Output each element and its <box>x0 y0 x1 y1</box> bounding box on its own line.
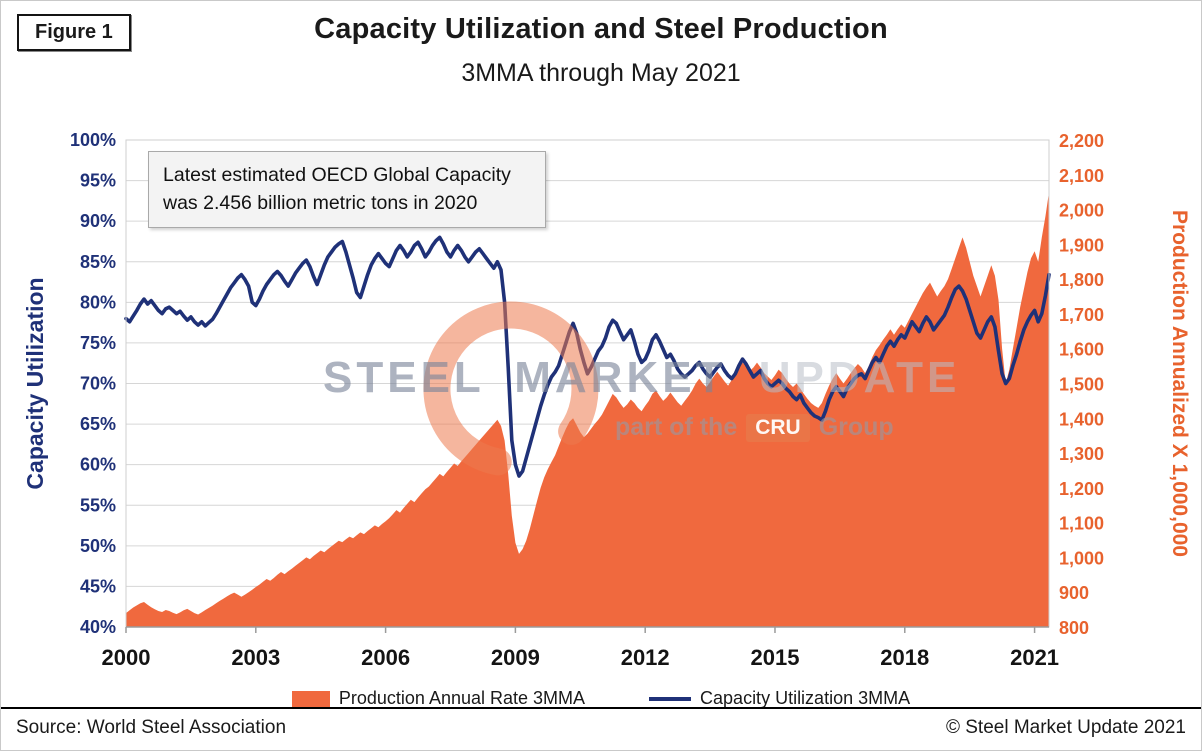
svg-text:2015: 2015 <box>751 645 800 670</box>
chart-legend: Production Annual Rate 3MMA Capacity Uti… <box>1 688 1201 709</box>
svg-text:1,600: 1,600 <box>1059 340 1104 360</box>
svg-text:2006: 2006 <box>361 645 410 670</box>
svg-text:1,500: 1,500 <box>1059 375 1104 395</box>
annotation-text: Latest estimated OECD Global Capacity wa… <box>163 164 511 215</box>
svg-text:90%: 90% <box>80 211 116 231</box>
svg-text:Production Annualized X 1,000,: Production Annualized X 1,000,000 <box>1168 210 1191 557</box>
svg-text:2,100: 2,100 <box>1059 166 1104 186</box>
svg-text:1,800: 1,800 <box>1059 270 1104 290</box>
svg-text:55%: 55% <box>80 495 116 515</box>
svg-text:2009: 2009 <box>491 645 540 670</box>
svg-text:50%: 50% <box>80 536 116 556</box>
annotation-box: Latest estimated OECD Global Capacity wa… <box>148 151 546 228</box>
utilization-line-swatch <box>649 696 692 701</box>
chart-title: Capacity Utilization and Steel Productio… <box>314 13 888 45</box>
svg-text:60%: 60% <box>80 455 116 475</box>
svg-text:2,200: 2,200 <box>1059 131 1104 151</box>
svg-text:40%: 40% <box>80 617 116 637</box>
svg-text:Capacity Utilization: Capacity Utilization <box>22 277 48 489</box>
legend-item-production: Production Annual Rate 3MMA <box>291 688 586 709</box>
svg-text:1,200: 1,200 <box>1059 479 1104 499</box>
svg-text:1,100: 1,100 <box>1059 514 1104 534</box>
footer: Source: World Steel Association © Steel … <box>1 707 1201 750</box>
svg-text:80%: 80% <box>80 292 116 312</box>
svg-text:2018: 2018 <box>880 645 929 670</box>
legend-label-production: Production Annual Rate 3MMA <box>338 688 586 708</box>
svg-text:800: 800 <box>1059 618 1089 638</box>
svg-text:1,900: 1,900 <box>1059 235 1104 255</box>
copyright-text: © Steel Market Update 2021 <box>945 717 1186 738</box>
source-text: Source: World Steel Association <box>16 717 287 738</box>
svg-text:2000: 2000 <box>102 645 151 670</box>
figure-label: Figure 1 <box>17 14 131 51</box>
chart-subtitle: 3MMA through May 2021 <box>461 59 741 87</box>
svg-text:1,000: 1,000 <box>1059 548 1104 568</box>
svg-text:1,700: 1,700 <box>1059 305 1104 325</box>
svg-text:45%: 45% <box>80 576 116 596</box>
svg-text:2012: 2012 <box>621 645 670 670</box>
svg-text:100%: 100% <box>70 130 116 150</box>
chart-canvas: 100% 95% 90% 85% 80% 75% 70% 65% 60% 55% 50% 45% 40%… <box>22 130 1191 670</box>
svg-text:65%: 65% <box>80 414 116 434</box>
svg-text:75%: 75% <box>80 333 116 353</box>
svg-text:2,000: 2,000 <box>1059 201 1104 221</box>
legend-item-utilization: Capacity Utilization 3MMA <box>649 688 910 709</box>
svg-text:85%: 85% <box>80 252 116 272</box>
legend-label-utilization: Capacity Utilization 3MMA <box>700 688 911 708</box>
svg-text:70%: 70% <box>80 374 116 394</box>
svg-text:2003: 2003 <box>231 645 280 670</box>
svg-text:1,400: 1,400 <box>1059 409 1104 429</box>
svg-text:1,300: 1,300 <box>1059 444 1104 464</box>
svg-text:2021: 2021 <box>1010 645 1059 670</box>
svg-text:95%: 95% <box>80 171 116 191</box>
svg-text:900: 900 <box>1059 583 1089 603</box>
production-area-swatch <box>291 690 330 707</box>
